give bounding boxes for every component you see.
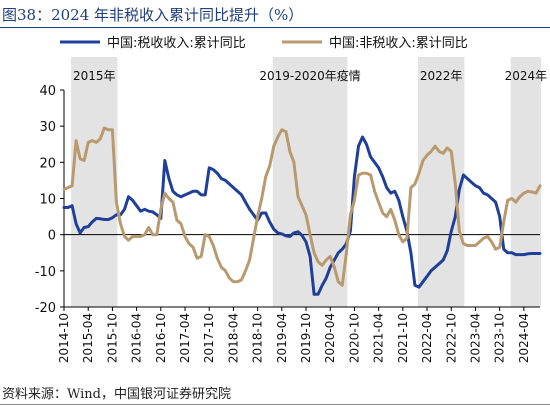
x-tick-label: 2024-04 (517, 313, 531, 363)
x-tick-label: 2021-04 (372, 313, 386, 363)
x-tick-label: 2018-10 (251, 313, 265, 363)
x-tick-label: 2021-10 (396, 313, 410, 363)
figure-title: 图38：2024 年非税收入累计同比提升（%） (2, 6, 304, 24)
x-tick-label: 2015-04 (81, 313, 95, 363)
shaded-period (417, 57, 465, 307)
y-tick-label: 40 (39, 84, 56, 99)
shaded-period (510, 57, 541, 307)
y-tick-label: 20 (39, 156, 56, 171)
x-tick-label: 2023-04 (468, 313, 482, 363)
x-tick-label: 2019-10 (299, 313, 313, 363)
y-tick-label: 10 (39, 193, 56, 208)
axes: -20 -10 0 10 20 30 40 2014-10 2015-04 2015-10 2016… (35, 84, 540, 363)
shaded-period-label: 2024年 (505, 69, 548, 83)
shaded-period-label: 2015年 (73, 69, 116, 83)
x-tick-label: 2023-10 (493, 313, 507, 363)
y-tick-label: 30 (39, 120, 56, 135)
shaded-period-label: 2022年 (420, 69, 463, 83)
legend-label: 中国:税收收入:累计同比 (107, 36, 246, 51)
x-tick-label: 2016-10 (154, 313, 168, 363)
x-tick-label: 2018-04 (226, 313, 240, 363)
x-tick-label: 2014-10 (57, 313, 71, 363)
series-lines (62, 126, 542, 296)
x-tick-label: 2015-10 (105, 313, 119, 363)
y-tick-label: -10 (35, 265, 56, 280)
x-tick-label: 2022-10 (444, 313, 458, 363)
y-tick-label: 0 (48, 229, 56, 244)
title-divider (0, 27, 550, 28)
legend: 中国:税收收入:累计同比 中国:非税收入:累计同比 (60, 36, 468, 51)
shaded-period-label: 2019-2020年疫情 (259, 68, 360, 83)
source-note: 资料来源：Wind，中国银河证券研究院 (2, 387, 231, 402)
y-tick-label: -20 (35, 301, 56, 316)
x-tick-label: 2022-04 (420, 313, 434, 363)
legend-label: 中国:非税收入:累计同比 (329, 36, 468, 51)
shaded-periods: 2015年 2019-2020年疫情 2022年 2024年 (71, 57, 547, 307)
line-chart: 2015年 2019-2020年疫情 2022年 2024年 -20 -10 0 10 20 3… (35, 36, 547, 363)
series-line (62, 126, 542, 287)
shaded-period (71, 57, 118, 307)
x-tick-label: 2017-10 (202, 313, 216, 363)
x-tick-label: 2019-04 (275, 313, 289, 363)
x-tick-label: 2017-04 (178, 313, 192, 363)
x-tick-label: 2020-10 (347, 313, 361, 363)
series-line (62, 135, 542, 296)
bottom-divider (0, 404, 550, 405)
x-tick-label: 2016-04 (130, 313, 144, 363)
x-tick-label: 2020-04 (323, 313, 337, 363)
